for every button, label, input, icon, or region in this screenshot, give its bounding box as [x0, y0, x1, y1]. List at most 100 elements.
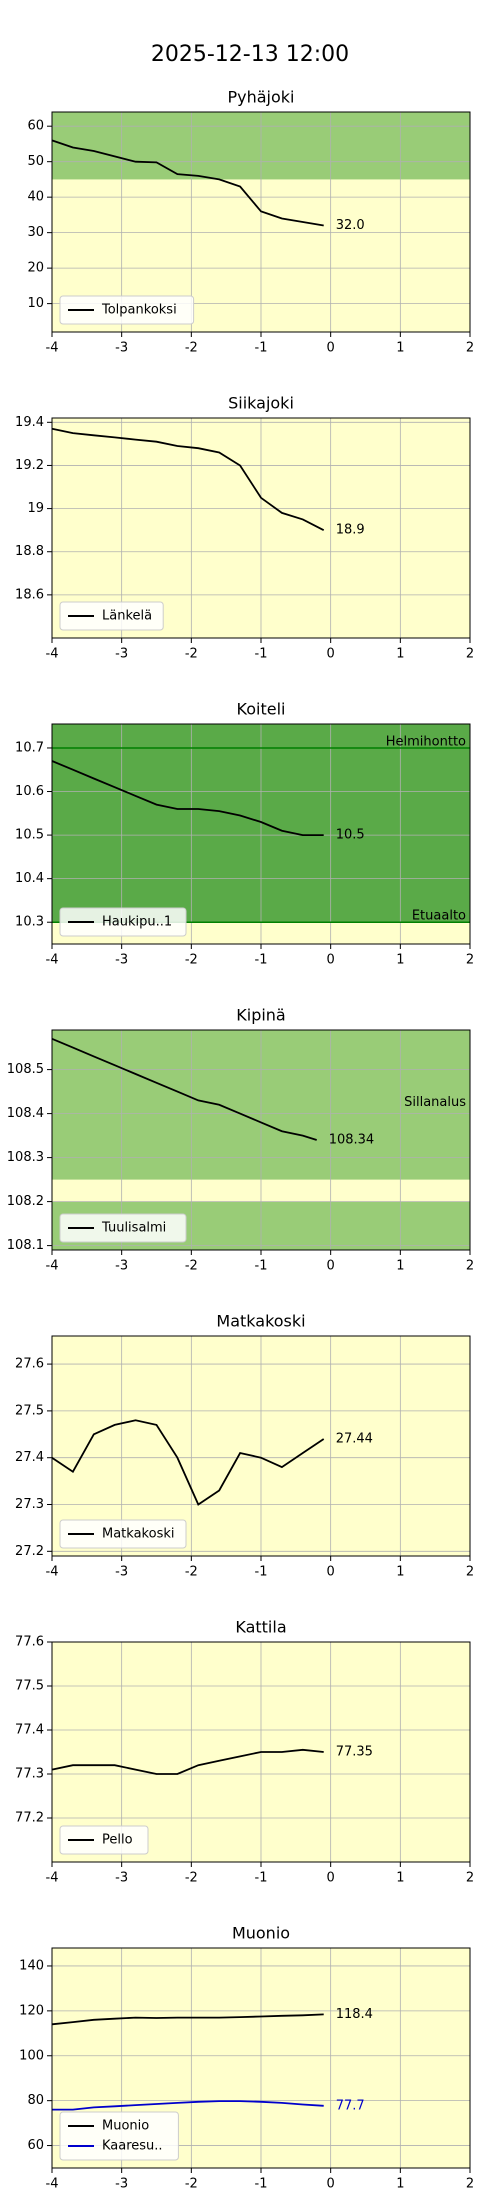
- series-line: [51, 1748, 324, 1775]
- y-tick-label: 27.3: [15, 1497, 44, 1512]
- y-tick-label: 140: [19, 1958, 44, 1973]
- x-tick-label: 0: [327, 341, 335, 356]
- y-tick-label: 60: [27, 2138, 44, 2153]
- series-line: [51, 1419, 325, 1506]
- end-label: 77.7: [336, 2098, 365, 2113]
- x-tick-label: 1: [396, 1259, 404, 1274]
- end-label: 27.44: [336, 1431, 373, 1446]
- x-tick-label: 2: [466, 341, 474, 356]
- x-tick-label: 1: [396, 2177, 404, 2192]
- series-line: [52, 2100, 324, 2111]
- series-line: [51, 427, 325, 531]
- panel-title: Siikajoki: [228, 394, 294, 413]
- end-label: 10.5: [336, 828, 365, 843]
- y-tick-label: 27.2: [15, 1544, 44, 1559]
- y-tick-label: 60: [27, 119, 44, 134]
- threshold-label: Helmihontto: [386, 734, 466, 749]
- y-tick-label: 40: [27, 190, 44, 205]
- series-line: [51, 2013, 324, 2026]
- x-tick-label: -2: [185, 1871, 198, 1886]
- panel-title: Pyhäjoki: [227, 88, 294, 107]
- y-tick-label: 10: [27, 296, 44, 311]
- y-tick-label: 108.3: [7, 1150, 44, 1165]
- x-tick-label: 2: [466, 1565, 474, 1580]
- x-tick-label: -1: [255, 2177, 268, 2192]
- y-tick-label: 108.5: [7, 1062, 44, 1077]
- legend-label: Tuulisalmi: [101, 1221, 166, 1236]
- end-label: 108.34: [329, 1133, 375, 1148]
- x-tick-label: -4: [46, 2177, 59, 2192]
- y-tick-label: 27.5: [15, 1403, 44, 1418]
- x-tick-label: -4: [46, 1565, 59, 1580]
- y-tick-label: 19: [27, 501, 44, 516]
- legend-label: Pello: [102, 1833, 133, 1848]
- y-tick-label: 19.2: [15, 458, 44, 473]
- x-tick-label: 2: [466, 953, 474, 968]
- x-tick-label: 1: [396, 647, 404, 662]
- x-tick-label: -3: [115, 1259, 128, 1274]
- threshold-label: Etuaalto: [412, 909, 466, 924]
- x-tick-label: -1: [255, 1565, 268, 1580]
- legend-box: [59, 1213, 187, 1243]
- x-tick-label: 2: [466, 1259, 474, 1274]
- x-tick-label: 1: [396, 953, 404, 968]
- end-label: 77.35: [336, 1745, 373, 1760]
- panel-title: Kattila: [235, 1618, 286, 1637]
- x-tick-label: 2: [466, 2177, 474, 2192]
- x-tick-label: -1: [255, 1259, 268, 1274]
- y-tick-label: 18.6: [15, 587, 44, 602]
- x-tick-label: 0: [327, 953, 335, 968]
- x-tick-label: -3: [115, 1871, 128, 1886]
- series-line: [51, 1037, 317, 1141]
- x-tick-label: -4: [46, 647, 59, 662]
- y-tick-label: 30: [27, 225, 44, 240]
- y-tick-label: 18.8: [15, 544, 44, 559]
- y-tick-label: 10.5: [15, 828, 44, 843]
- y-tick-label: 19.4: [15, 415, 44, 430]
- x-tick-label: -4: [46, 1259, 59, 1274]
- panel: Matkakoski 27.44 -4 -3 -2 -1 0 1 2 27.2 27.3 27.4 27…: [15, 1312, 474, 1580]
- legend-box: [59, 295, 195, 325]
- x-tick-label: 0: [327, 1259, 335, 1274]
- panel-title: Matkakoski: [216, 1312, 305, 1331]
- panel: Pyhäjoki 32.0 -4 -3 -2 -1 0 1 2 10 20 30 40 50 60 Tolpa…: [27, 88, 474, 356]
- y-tick-label: 50: [27, 154, 44, 169]
- x-tick-label: -4: [46, 341, 59, 356]
- panel: Kipinä Sillanalus 108.34 -4 -3 -2 -1 0 1 2 108.1 10…: [7, 1006, 474, 1274]
- panel-title: Koiteli: [237, 700, 286, 719]
- y-tick-label: 10.7: [15, 740, 44, 755]
- x-tick-label: -1: [255, 341, 268, 356]
- x-tick-label: 2: [466, 647, 474, 662]
- y-tick-label: 100: [19, 2048, 44, 2063]
- x-tick-label: -4: [46, 953, 59, 968]
- panel: Siikajoki 18.9 -4 -3 -2 -1 0 1 2 18.6 18.8 19 19.2 19…: [15, 394, 474, 662]
- legend-label: Haukipu..1: [102, 915, 172, 930]
- y-tick-label: 108.1: [7, 1238, 44, 1253]
- y-tick-label: 10.3: [15, 915, 44, 930]
- y-tick-label: 77.6: [15, 1635, 44, 1650]
- y-tick-label: 27.6: [15, 1357, 44, 1372]
- legend-box: [59, 2111, 179, 2161]
- x-tick-label: 1: [396, 341, 404, 356]
- series-line: [51, 760, 324, 836]
- x-tick-label: -3: [115, 953, 128, 968]
- x-tick-label: -3: [115, 341, 128, 356]
- legend-box: [59, 1519, 187, 1549]
- x-tick-label: 1: [396, 1565, 404, 1580]
- end-label: 118.4: [336, 2007, 373, 2022]
- panel: Koiteli Helmihontto Etuaalto 10.5 -4 -3 -2 -1 0 1…: [15, 700, 474, 968]
- x-tick-label: -2: [185, 2177, 198, 2192]
- x-tick-label: 1: [396, 1871, 404, 1886]
- x-tick-label: 0: [327, 647, 335, 662]
- x-tick-label: -2: [185, 341, 198, 356]
- panel-title: Muonio: [232, 1924, 290, 1943]
- legend-label: Matkakoski: [102, 1527, 174, 1542]
- y-tick-label: 80: [27, 2093, 44, 2108]
- legend-label: Kaaresu..: [102, 2139, 163, 2154]
- x-tick-label: -2: [185, 953, 198, 968]
- y-tick-label: 108.2: [7, 1194, 44, 1209]
- x-tick-label: 0: [327, 2177, 335, 2192]
- annotation: Sillanalus: [404, 1095, 466, 1110]
